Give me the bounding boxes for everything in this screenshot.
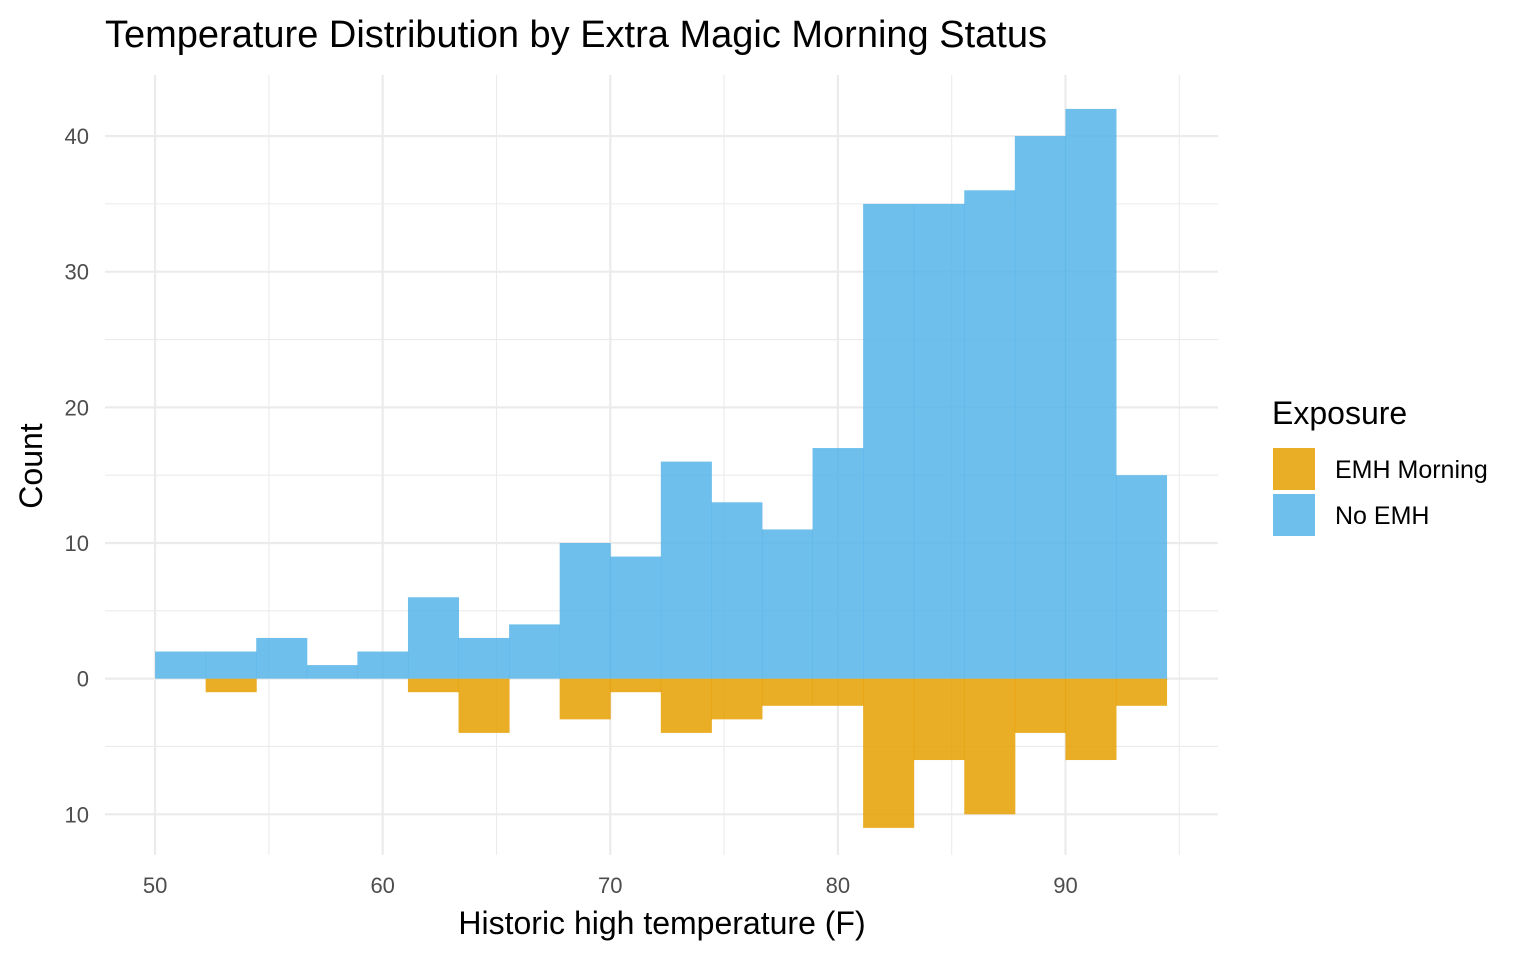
x-tick-label: 70 — [598, 873, 622, 898]
legend: Exposure EMH Morning No EMH — [1272, 395, 1488, 536]
bar-emh-morning — [1115, 678, 1168, 706]
bar-no-emh — [458, 637, 510, 679]
bar-no-emh — [1115, 475, 1168, 679]
y-tick-label: 40 — [65, 124, 89, 149]
bar-no-emh — [610, 556, 662, 679]
bar-emh-morning — [407, 678, 460, 693]
legend-label-emh-morning: EMH Morning — [1335, 456, 1488, 484]
x-axis-ticks: 50 60 70 80 90 — [143, 873, 1078, 898]
bar-emh-morning — [660, 678, 712, 733]
bar-emh-morning — [812, 678, 864, 706]
y-axis-label: Count — [13, 423, 49, 509]
bar-no-emh — [660, 461, 712, 679]
y-tick-label: 10 — [65, 531, 89, 556]
legend-swatch-no-emh — [1273, 494, 1315, 536]
bar-no-emh — [761, 529, 814, 679]
bars — [155, 108, 1168, 828]
bar-no-emh — [964, 190, 1016, 679]
x-tick-label: 60 — [370, 873, 394, 898]
bar-emh-morning — [458, 678, 510, 733]
y-axis-ticks: 10 0 10 20 30 40 — [65, 124, 89, 827]
bar-no-emh — [205, 651, 257, 679]
bar-emh-morning — [711, 678, 763, 720]
bar-no-emh — [559, 543, 611, 679]
legend-swatch-emh-morning — [1273, 448, 1315, 490]
x-axis-label: Historic high temperature (F) — [458, 905, 865, 941]
x-tick-label: 50 — [143, 873, 167, 898]
bar-emh-morning — [964, 678, 1016, 815]
bar-no-emh — [509, 624, 561, 679]
bar-no-emh — [155, 651, 207, 679]
bar-emh-morning — [559, 678, 611, 720]
bar-no-emh — [407, 597, 460, 679]
chart-title: Temperature Distribution by Extra Magic … — [105, 14, 1047, 56]
x-tick-label: 80 — [826, 873, 850, 898]
bar-no-emh — [913, 203, 965, 679]
x-tick-label: 90 — [1053, 873, 1077, 898]
y-tick-label: 10 — [65, 802, 89, 827]
bar-no-emh — [306, 665, 358, 679]
bar-emh-morning — [610, 678, 662, 693]
bar-no-emh — [812, 448, 864, 679]
bar-emh-morning — [913, 678, 965, 761]
bar-no-emh — [863, 203, 915, 679]
bar-no-emh — [1065, 108, 1117, 679]
legend-label-no-emh: No EMH — [1335, 502, 1429, 530]
bar-no-emh — [1014, 136, 1066, 679]
bar-emh-morning — [761, 678, 814, 706]
bar-emh-morning — [205, 678, 257, 693]
bar-no-emh — [711, 502, 763, 679]
bar-emh-morning — [863, 678, 915, 828]
bar-no-emh — [357, 651, 409, 679]
bar-no-emh — [256, 637, 308, 679]
y-tick-label: 30 — [65, 260, 89, 285]
legend-title: Exposure — [1272, 395, 1407, 431]
bar-emh-morning — [1014, 678, 1066, 733]
y-tick-label: 20 — [65, 395, 89, 420]
y-tick-label: 0 — [77, 667, 89, 692]
bar-emh-morning — [1065, 678, 1117, 761]
